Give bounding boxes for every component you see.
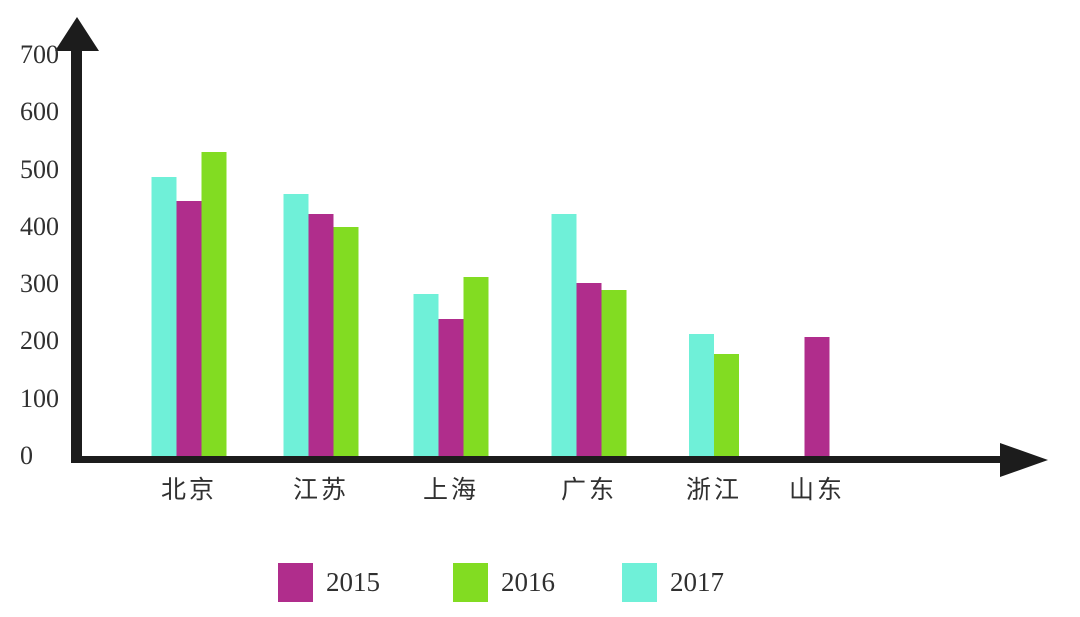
x-axis-line [71, 456, 1003, 463]
legend-swatch-2017 [622, 563, 657, 602]
category-label-2: 江苏 [292, 477, 350, 504]
y-tick-label-0: 0 [20, 441, 33, 470]
bar-2015-category-6 [804, 337, 830, 456]
bar-2016-category-5 [714, 354, 739, 456]
bar-2016-category-1 [201, 152, 227, 456]
bar-group-2 [283, 194, 359, 456]
y-tick-label-500: 500 [20, 154, 59, 184]
legend-item-2015: 2015 [278, 563, 380, 602]
category-label-6: 山东 [788, 477, 846, 504]
bar-2015-category-4 [576, 283, 602, 456]
category-label-5: 浙江 [685, 477, 743, 504]
y-tick-label-100: 100 [20, 383, 59, 413]
bar-2016-category-2 [333, 227, 359, 456]
bar-2015-category-3 [438, 319, 464, 456]
category-label-3: 上海 [422, 477, 480, 504]
legend-item-2016: 2016 [453, 563, 555, 602]
y-tick-label-300: 300 [20, 269, 59, 299]
bar-2017-category-3 [413, 294, 439, 456]
legend-swatch-2015 [278, 563, 313, 602]
bar-2015-category-1 [176, 201, 202, 456]
bar-group-3 [413, 277, 489, 456]
y-tick-label-600: 600 [20, 97, 59, 127]
bar-group-1 [151, 152, 227, 456]
bar-2017-category-1 [151, 177, 177, 456]
bar-group-6 [804, 337, 830, 456]
bar-2017-category-4 [551, 214, 577, 456]
legend-swatch-2016 [453, 563, 488, 602]
x-axis-arrow-right-icon [1000, 443, 1048, 477]
y-axis-line [71, 42, 82, 463]
legend-label-2016: 2016 [501, 567, 555, 597]
legend-label-2015: 2015 [326, 567, 380, 597]
bar-group-5 [689, 334, 739, 456]
bar-2017-category-5 [689, 334, 714, 456]
category-label-1: 北京 [160, 477, 218, 504]
bar-group-4 [551, 214, 627, 456]
legend-item-2017: 2017 [622, 563, 724, 602]
y-tick-label-200: 200 [20, 326, 59, 356]
y-axis-arrow-up-icon [55, 17, 99, 51]
bar-2017-category-2 [283, 194, 309, 456]
bar-2016-category-4 [601, 290, 627, 456]
y-tick-label-700: 700 [20, 40, 59, 69]
category-label-4: 广东 [560, 477, 618, 504]
bar-2015-category-2 [308, 214, 334, 456]
legend-label-2017: 2017 [670, 567, 724, 597]
bar-2016-category-3 [463, 277, 489, 456]
y-tick-label-400: 400 [20, 211, 59, 241]
